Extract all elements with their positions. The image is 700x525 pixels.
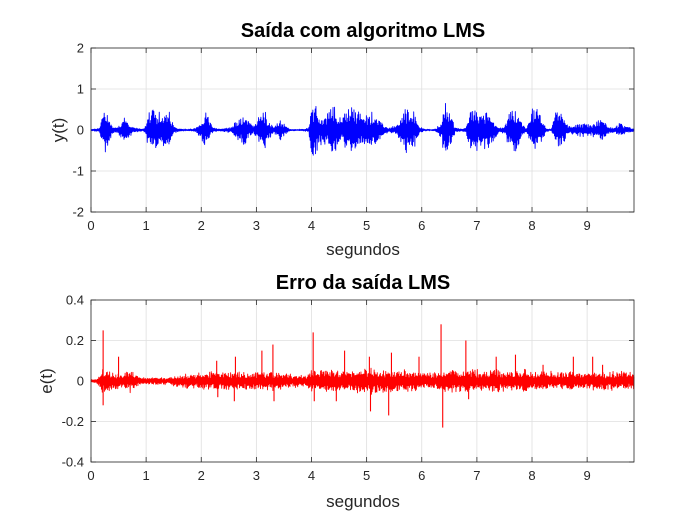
top-x-tick-label: 9	[584, 218, 591, 233]
bottom-x-tick-label: 7	[473, 468, 480, 483]
bottom-chart-title: Erro da saída LMS	[276, 272, 451, 294]
bottom-y-axis-label: e(t)	[37, 368, 56, 394]
bottom-x-tick-label: 5	[363, 468, 370, 483]
top-y-axis-label: y(t)	[49, 118, 68, 143]
top-y-tick-label: 2	[77, 41, 84, 56]
bottom-x-tick-label: 4	[308, 468, 315, 483]
top-x-tick-label: 8	[528, 218, 535, 233]
bottom-y-tick-label: -0.4	[62, 455, 84, 470]
top-x-tick-label: 7	[473, 218, 480, 233]
bottom-y-tick-label: 0.2	[66, 333, 84, 348]
top-y-tick-label: 1	[77, 82, 84, 97]
top-x-tick-label: 3	[253, 218, 260, 233]
top-waveform-line	[90, 102, 635, 156]
top-chart-title: Saída com algoritmo LMS	[241, 20, 485, 42]
top-x-axis-label: segundos	[326, 240, 400, 259]
top-y-tick-label: -2	[72, 205, 84, 220]
top-x-tick-label: 5	[363, 218, 370, 233]
top-axes-box	[90, 47, 635, 213]
bottom-axes-box	[90, 299, 635, 463]
bottom-x-tick-label: 6	[418, 468, 425, 483]
bottom-x-tick-label: 0	[87, 468, 94, 483]
bottom-x-tick-label: 1	[143, 468, 150, 483]
top-series-container	[90, 102, 635, 156]
top-panel-lms-output: Saída com algoritmo LMS 0 1 2 3 4 5 6 7 8 9 -2 -1 0 1…	[49, 20, 635, 259]
top-x-tick-label: 2	[198, 218, 205, 233]
bottom-y-tick-label: 0	[77, 374, 84, 389]
bottom-series-container	[90, 324, 635, 428]
top-ticks: 0 1 2 3 4 5 6 7 8 9 -2 -1 0 1 2	[72, 41, 634, 233]
bottom-panel-lms-error: Erro da saída LMS 0 1 2 3 4 5 6 7 8 9 -0.4 -0.2 0 0.2…	[37, 272, 635, 511]
bottom-x-tick-label: 2	[198, 468, 205, 483]
top-y-tick-label: -1	[72, 164, 84, 179]
top-x-tick-label: 0	[87, 218, 94, 233]
bottom-x-tick-label: 8	[528, 468, 535, 483]
bottom-y-tick-label: 0.4	[66, 293, 84, 308]
bottom-waveform-line	[90, 367, 635, 395]
bottom-x-tick-label: 9	[584, 468, 591, 483]
bottom-y-tick-label: -0.2	[62, 414, 84, 429]
top-y-tick-label: 0	[77, 123, 84, 138]
bottom-x-tick-label: 3	[253, 468, 260, 483]
top-x-tick-label: 6	[418, 218, 425, 233]
bottom-x-axis-label: segundos	[326, 492, 400, 511]
top-x-tick-label: 4	[308, 218, 315, 233]
bottom-ticks: 0 1 2 3 4 5 6 7 8 9 -0.4 -0.2 0 0.2 0.4	[62, 293, 634, 483]
top-x-tick-label: 1	[143, 218, 150, 233]
